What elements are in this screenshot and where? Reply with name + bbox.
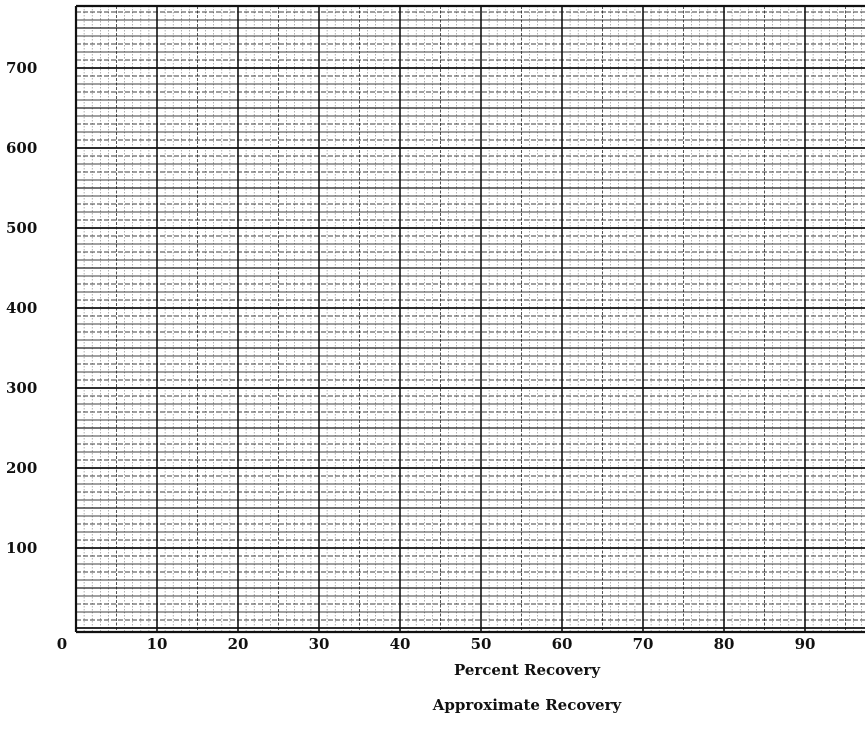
y-tick-label: 600 [6, 139, 37, 157]
x-tick-label: 20 [228, 635, 249, 653]
grid [75, 6, 865, 632]
y-tick-label: 300 [6, 379, 37, 397]
x-tick-label: 60 [552, 635, 573, 653]
x-tick-label: 40 [390, 635, 411, 653]
x-tick-label: 10 [147, 635, 168, 653]
x-tick-label: 0 [57, 635, 67, 653]
chart-subtitle: Approximate Recovery [432, 696, 623, 714]
x-tick-label: 30 [309, 635, 330, 653]
tick-labels: 100 200 300 400 500 600 700 0 10 20 30 40 50 60 70 80 90 [6, 59, 815, 653]
y-tick-label: 200 [6, 459, 37, 477]
axes [74, 4, 865, 634]
y-tick-label: 500 [6, 219, 37, 237]
x-tick-label: 50 [471, 635, 492, 653]
x-tick-label: 90 [795, 635, 816, 653]
y-tick-label: 400 [6, 299, 37, 317]
x-axis-title: Percent Recovery [454, 661, 601, 679]
x-tick-label: 80 [714, 635, 735, 653]
y-tick-label: 700 [6, 59, 37, 77]
x-tick-label: 70 [633, 635, 654, 653]
y-tick-label: 100 [6, 539, 37, 557]
